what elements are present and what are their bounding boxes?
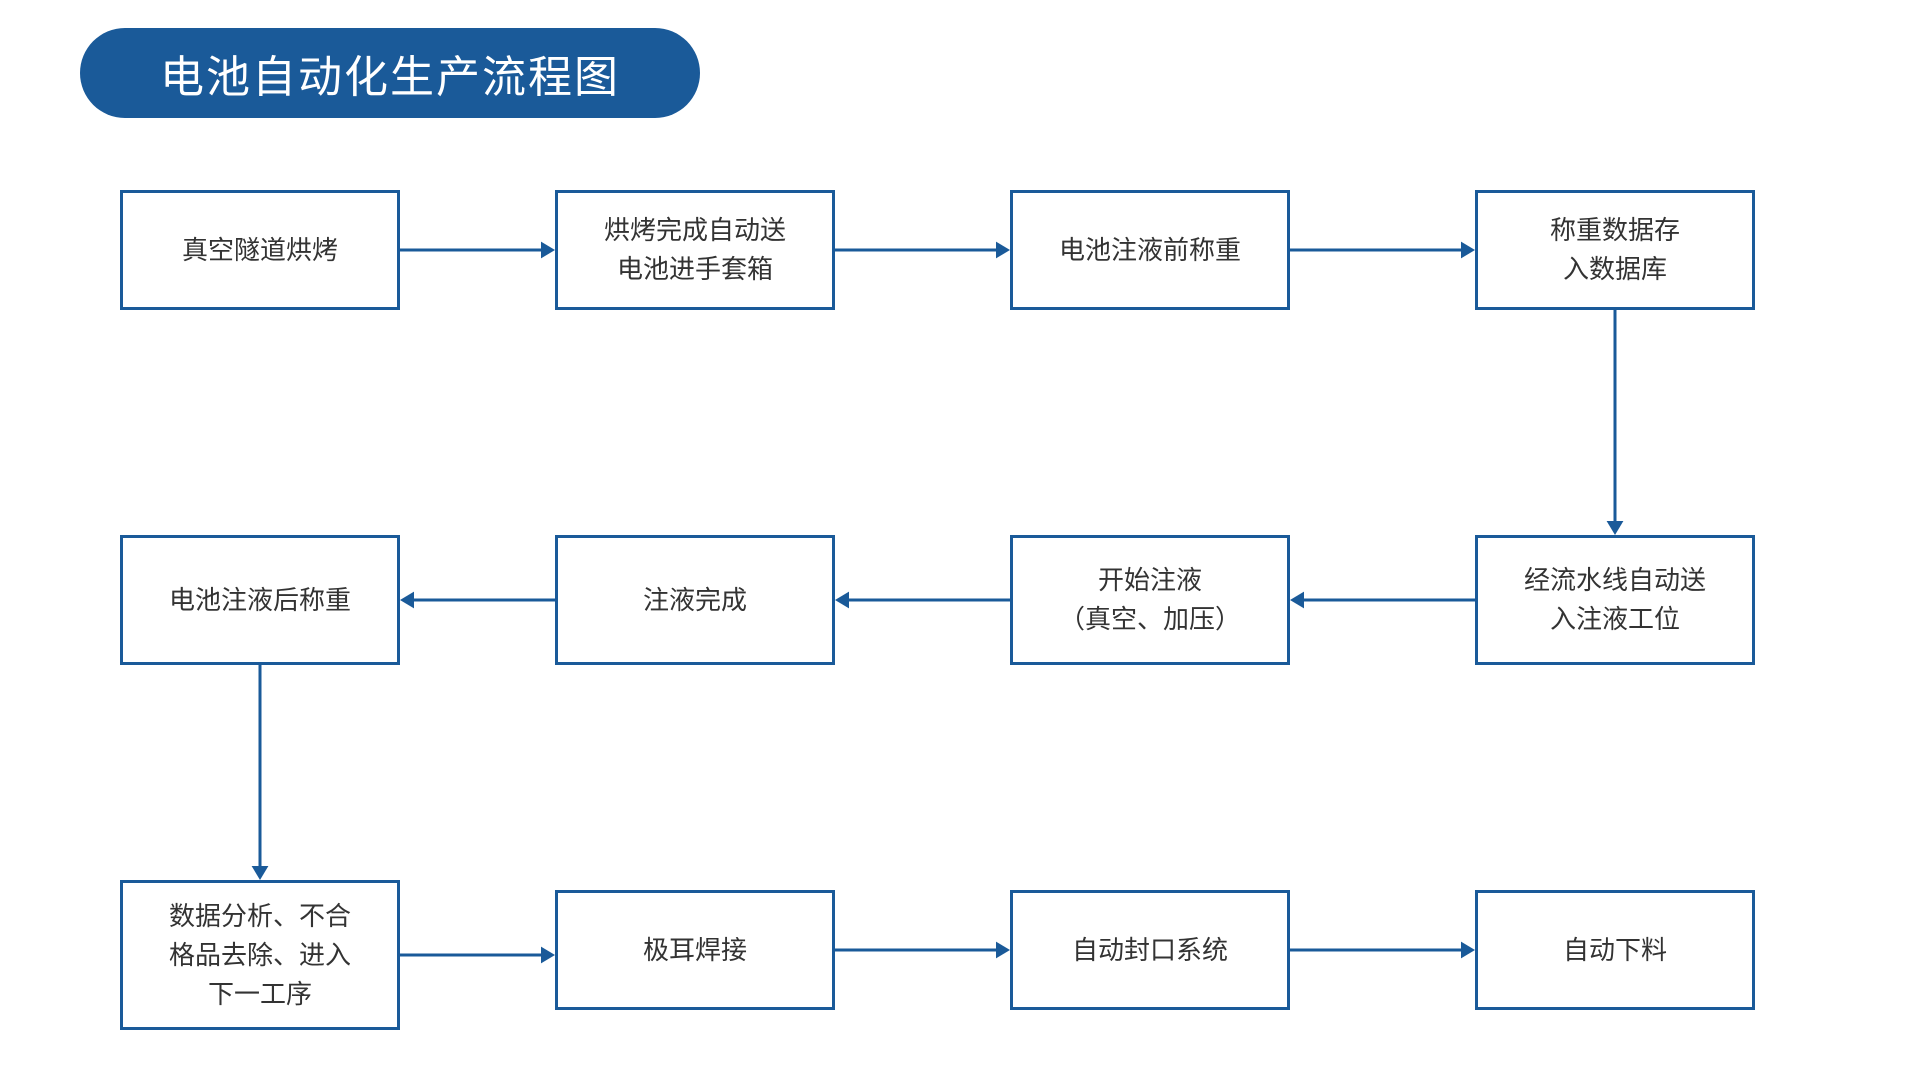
- flow-node-n11: 自动封口系统: [1010, 890, 1290, 1010]
- flow-arrow-n5-n6: [1270, 580, 1495, 621]
- flow-arrow-n8-n9: [240, 645, 281, 900]
- flow-node-label: 数据分析、不合 格品去除、进入 下一工序: [169, 897, 351, 1014]
- flow-node-label: 自动封口系统: [1072, 931, 1228, 970]
- flow-node-n12: 自动下料: [1475, 890, 1755, 1010]
- flow-node-n9: 数据分析、不合 格品去除、进入 下一工序: [120, 880, 400, 1030]
- flow-node-label: 烘烤完成自动送 电池进手套箱: [604, 211, 786, 289]
- flow-arrow-n2-n3: [815, 230, 1030, 271]
- flow-arrow-n10-n11: [815, 930, 1030, 971]
- flow-node-label: 电池注液前称重: [1059, 231, 1241, 270]
- flow-arrow-n7-n8: [380, 580, 575, 621]
- flow-arrow-n3-n4: [1270, 230, 1495, 271]
- flow-arrow-n9-n10: [380, 935, 575, 976]
- flow-arrow-n1-n2: [380, 230, 575, 271]
- flow-node-n10: 极耳焊接: [555, 890, 835, 1010]
- flow-arrow-n4-n5: [1595, 290, 1636, 555]
- flow-node-n6: 开始注液 （真空、加压）: [1010, 535, 1290, 665]
- flow-node-label: 极耳焊接: [643, 931, 747, 970]
- flow-node-label: 电池注液后称重: [169, 581, 351, 620]
- flow-node-label: 真空隧道烘烤: [182, 231, 338, 270]
- flow-node-n3: 电池注液前称重: [1010, 190, 1290, 310]
- flow-node-label: 自动下料: [1563, 931, 1667, 970]
- flow-arrow-n6-n7: [815, 580, 1030, 621]
- flow-node-n7: 注液完成: [555, 535, 835, 665]
- flow-node-label: 称重数据存 入数据库: [1550, 211, 1680, 289]
- flow-node-label: 开始注液 （真空、加压）: [1059, 561, 1241, 639]
- diagram-title: 电池自动化生产流程图: [80, 28, 700, 118]
- flow-node-n2: 烘烤完成自动送 电池进手套箱: [555, 190, 835, 310]
- diagram-title-text: 电池自动化生产流程图: [160, 41, 620, 105]
- flow-arrow-n11-n12: [1270, 930, 1495, 971]
- flow-node-n1: 真空隧道烘烤: [120, 190, 400, 310]
- flow-node-label: 注液完成: [643, 581, 747, 620]
- flow-node-label: 经流水线自动送 入注液工位: [1524, 561, 1706, 639]
